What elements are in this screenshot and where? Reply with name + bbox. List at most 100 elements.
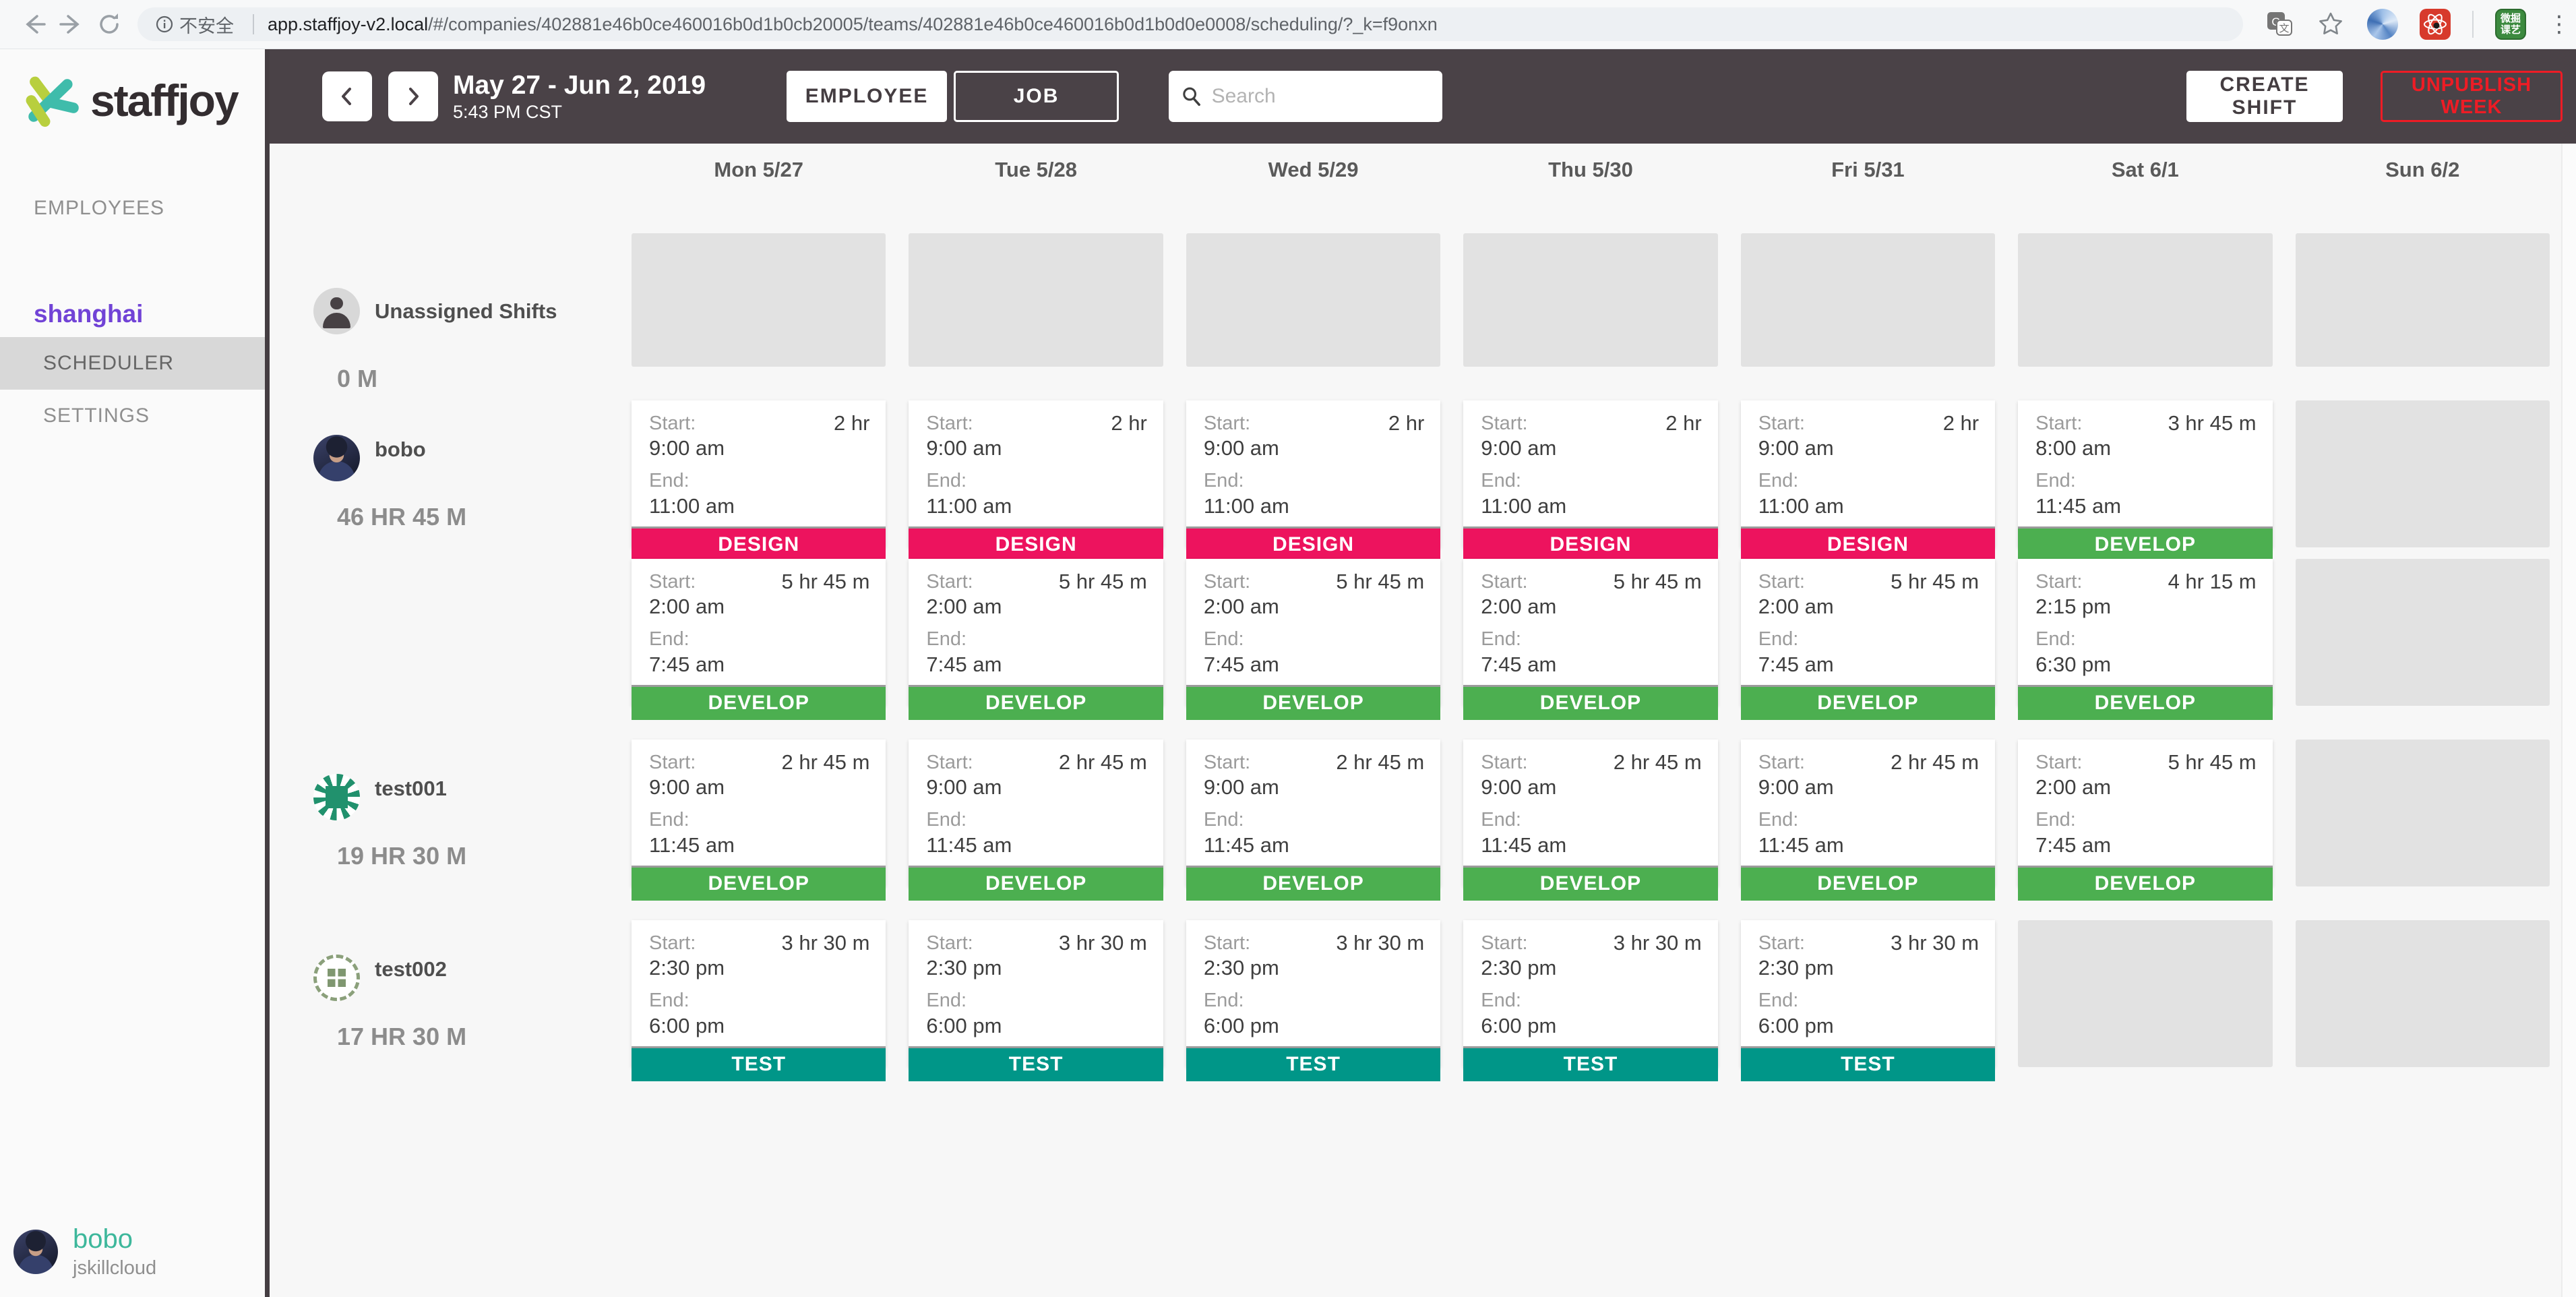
employee-name[interactable]: test002 [375,957,447,981]
day-cell: 5 hr 45 m Start: 2:00 am End: 7:45 am DEVELOP [620,559,897,720]
shift-end-value: 7:45 am [926,652,1002,676]
sidebar: staffjoy EMPLOYEES shanghai SCHEDULER SE… [0,49,270,1297]
shift-end-value: 11:00 am [1481,493,1567,518]
svg-text:文: 文 [2279,23,2289,34]
shift-card[interactable]: 2 hr Start: 9:00 am End: 11:00 am DESIGN [1740,400,1996,562]
shift-card[interactable]: 3 hr 30 m Start: 2:30 pm End: 6:00 pm TEST [632,920,886,1081]
extension-seal-icon[interactable]: 微掘课艺 [2495,9,2526,40]
shift-start-label: Start: [2035,413,2083,434]
shift-start-value: 2:00 am [926,595,1002,619]
shift-end-label: End: [1481,628,1521,651]
day-header: Wed 5/29 [1268,157,1359,181]
shift-start-label: Start: [1758,571,1805,593]
create-shift-button[interactable]: CREATE SHIFT [2186,71,2343,122]
translate-icon[interactable]: G文 [2265,9,2294,39]
shift-card[interactable]: 2 hr Start: 9:00 am End: 11:00 am DESIGN [1463,400,1718,562]
scrollbar-track[interactable] [2561,144,2576,1297]
browser-menu-icon[interactable]: ⋮ [2548,11,2571,37]
shift-end-value: 7:45 am [2035,833,2112,857]
shift-card[interactable]: 4 hr 15 m Start: 2:15 pm End: 6:30 pm DEVELOP [2018,559,2273,720]
empty-shift-placeholder [2295,920,2550,1067]
toolbar-separator [2472,11,2474,38]
bookmark-star-icon[interactable] [2316,9,2345,39]
current-user[interactable]: bobo jskillcloud [13,1224,156,1279]
extension-atom-icon[interactable] [2420,9,2451,40]
sidebar-item-settings[interactable]: SETTINGS [43,404,150,427]
info-icon [156,16,173,33]
shift-end-label: End: [1758,470,1799,492]
shift-duration: 2 hr 45 m [781,750,870,774]
unpublish-week-button[interactable]: UNPUBLISH WEEK [2381,71,2563,122]
shift-card[interactable]: 2 hr 45 m Start: 9:00 am End: 11:45 am DEVELO… [1740,740,1996,901]
user-name: bobo [73,1224,133,1254]
shift-card-times: 2 hr Start: 9:00 am End: 11:00 am [632,400,886,526]
browser-forward-icon[interactable] [53,5,90,43]
shift-duration: 2 hr 45 m [1891,750,1980,774]
staffjoy-brand[interactable]: staffjoy [19,69,239,131]
shift-card[interactable]: 5 hr 45 m Start: 2:00 am End: 7:45 am DEVELOP [2018,740,2273,901]
shift-card[interactable]: 3 hr 30 m Start: 2:30 pm End: 6:00 pm TEST [1186,920,1441,1081]
search-input[interactable] [1211,85,1431,108]
sidebar-item-scheduler[interactable]: SCHEDULER [0,337,265,390]
job-view-toggle[interactable]: JOB [954,71,1120,122]
employee-name[interactable]: test001 [375,777,447,800]
shift-card[interactable]: 3 hr 45 m Start: 8:00 am End: 11:45 am DEVELO… [2018,400,2273,562]
shift-job-label: TEST [909,1046,1163,1081]
shift-card[interactable]: 2 hr 45 m Start: 9:00 am End: 11:45 am DEVELO… [909,740,1163,901]
shift-card[interactable]: 5 hr 45 m Start: 2:00 am End: 7:45 am DEVELOP [632,559,886,720]
shift-duration: 2 hr [834,411,870,435]
day-cell: 3 hr 45 m Start: 8:00 am End: 11:45 am DEVELO… [2006,400,2283,562]
shift-card-times: 2 hr 45 m Start: 9:00 am End: 11:45 am [1463,740,1717,866]
schedule-grid: Unassigned Shifts 0 M bobo 46 HR 45 M 2 hr St… [270,195,2576,1297]
shift-card-times: 3 hr 30 m Start: 2:30 pm End: 6:00 pm [632,920,886,1046]
shift-card[interactable]: 2 hr 45 m Start: 9:00 am End: 11:45 am DEVELO… [632,740,886,901]
day-cell [1729,233,2006,367]
shift-card[interactable]: 3 hr 30 m Start: 2:30 pm End: 6:00 pm TEST [909,920,1163,1081]
shift-card[interactable]: 2 hr 45 m Start: 9:00 am End: 11:45 am DEVELO… [1463,740,1718,901]
shift-card[interactable]: 3 hr 30 m Start: 2:30 pm End: 6:00 pm TEST [1740,920,1996,1081]
shift-card[interactable]: 2 hr Start: 9:00 am End: 11:00 am DESIGN [632,400,886,562]
shift-start-value: 2:15 pm [2035,595,2112,619]
day-cell [1175,233,1452,367]
employee-view-toggle[interactable]: EMPLOYEE [787,71,948,122]
shift-card[interactable]: 2 hr Start: 9:00 am End: 11:00 am DESIGN [909,400,1163,562]
day-cell [2284,740,2561,886]
prev-week-button[interactable] [322,71,372,121]
shift-end-value: 7:45 am [1481,652,1557,676]
employee-name[interactable]: bobo [375,438,426,461]
shift-start-value: 2:30 pm [1758,956,1834,980]
shift-card[interactable]: 5 hr 45 m Start: 2:00 am End: 7:45 am DEVELOP [1740,559,1996,720]
shift-card-times: 2 hr 45 m Start: 9:00 am End: 11:45 am [1186,740,1440,866]
shift-card[interactable]: 2 hr Start: 9:00 am End: 11:00 am DESIGN [1186,400,1441,562]
sidebar-item-employees[interactable]: EMPLOYEES [34,197,165,219]
shift-card[interactable]: 3 hr 30 m Start: 2:30 pm End: 6:00 pm TEST [1463,920,1718,1081]
employee-row-shifts: 2 hr Start: 9:00 am End: 11:00 am DESIGN 2 hr S… [620,400,2561,720]
shift-start-label: Start: [1758,752,1805,773]
employee-row-shifts: 2 hr 45 m Start: 9:00 am End: 11:45 am DEVELO… [620,740,2561,901]
shift-duration: 2 hr [1665,411,1702,435]
browser-back-icon[interactable] [15,5,53,43]
shift-job-label: DESIGN [1740,526,1996,562]
sidebar-team-shanghai[interactable]: shanghai [34,300,144,328]
day-header-row: Mon 5/27 Tue 5/28 Wed 5/29 Thu 5/30 Fri 5/31… [270,144,2576,195]
shift-end-value: 11:45 am [1758,833,1844,857]
shift-end-value: 11:45 am [649,833,735,857]
shift-card[interactable]: 5 hr 45 m Start: 2:00 am End: 7:45 am DEVELOP [1463,559,1718,720]
shift-start-value: 9:00 am [1203,775,1279,800]
browser-refresh-icon[interactable] [90,5,128,43]
shift-start-label: Start: [926,932,973,954]
shift-end-label: End: [1758,809,1799,831]
shift-end-value: 11:45 am [1203,833,1289,857]
shift-card[interactable]: 5 hr 45 m Start: 2:00 am End: 7:45 am DEVELOP [909,559,1163,720]
extension-blue-icon[interactable] [2367,9,2398,40]
shift-job-label: DESIGN [632,526,886,562]
shift-end-label: End: [649,809,689,831]
next-week-button[interactable] [388,71,438,121]
shift-card[interactable]: 5 hr 45 m Start: 2:00 am End: 7:45 am DEVELOP [1186,559,1441,720]
shift-end-value: 6:00 pm [1758,1013,1834,1037]
address-bar[interactable]: 不安全 app.staffjoy-v2.local/#/companies/40… [137,7,2243,41]
shift-card[interactable]: 2 hr 45 m Start: 9:00 am End: 11:45 am DEVELO… [1186,740,1441,901]
shift-start-value: 9:00 am [1481,436,1557,460]
employee-name[interactable]: Unassigned Shifts [375,299,557,323]
shift-line [620,233,2561,367]
